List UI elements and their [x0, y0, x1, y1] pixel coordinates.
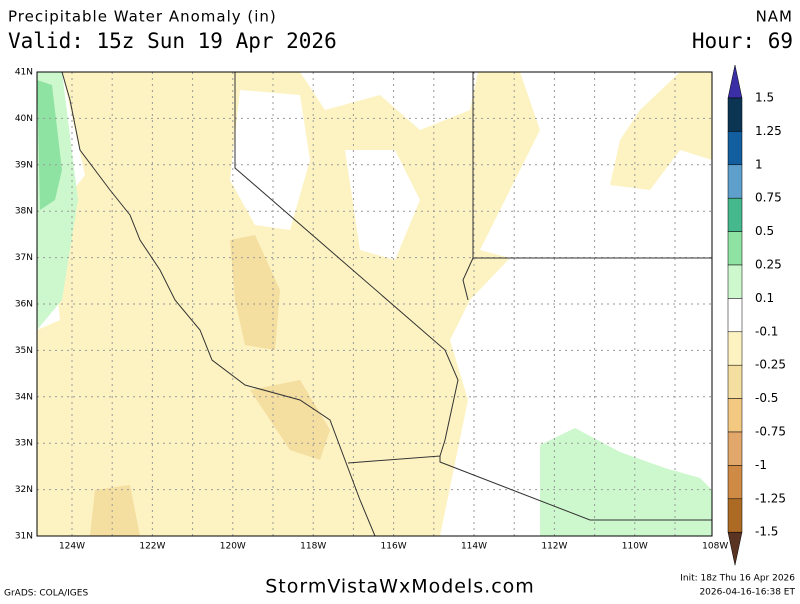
colorbar-swatch [727, 398, 743, 433]
init-time: Init: 18z Thu 16 Apr 2026 [680, 574, 795, 584]
lat-label: 37N [15, 253, 33, 263]
lon-label: 124W [59, 542, 85, 552]
colorbar-label: 0.75 [755, 191, 782, 205]
colorbar-label: -1.5 [755, 525, 778, 539]
lat-label: 32N [15, 485, 33, 495]
lat-label: 39N [15, 160, 33, 170]
anomaly-shading [37, 72, 540, 536]
colorbar-label: -1.25 [755, 491, 786, 505]
forecast-hour: Hour: 69 [692, 29, 793, 53]
colorbar-label: -0.1 [755, 324, 778, 338]
valid-time: Valid: 15z Sun 19 Apr 2026 [8, 29, 337, 53]
title: Precipitable Water Anomaly (in) [8, 8, 277, 26]
anomaly-shading [345, 150, 420, 260]
lat-label: 31N [15, 532, 33, 542]
lat-label: 33N [15, 439, 33, 449]
colorbar-swatch [727, 498, 743, 533]
colorbar-label: -0.25 [755, 358, 786, 372]
colorbar-arrow [727, 64, 743, 99]
anomaly-shading [230, 90, 310, 230]
lon-label: 108W [702, 542, 728, 552]
coastline [61, 72, 376, 536]
colorbar-label: 0.5 [755, 224, 774, 238]
colorbar-swatch [727, 364, 743, 399]
colorbar-label: -0.5 [755, 391, 778, 405]
lat-label: 41N [15, 68, 33, 78]
colorbar-swatch [727, 164, 743, 199]
lat-label: 38N [15, 207, 33, 217]
colorbar-swatch [727, 231, 743, 266]
anomaly-shading [250, 380, 330, 460]
lon-label: 112W [541, 542, 567, 552]
colorbar-label: 1.5 [755, 91, 774, 105]
colorbar-label: 1.25 [755, 124, 782, 138]
colorbar-arrow [727, 531, 743, 566]
colorbar-label: 1 [755, 157, 763, 171]
colorbar: 1.5 1.25 1 0.75 0.5 0.25 0.1 -0.1 -0.25 -0.5 -0.75… [727, 64, 786, 566]
lat-label: 34N [15, 392, 33, 402]
colorbar-swatch [727, 298, 743, 333]
lon-label: 122W [139, 542, 165, 552]
colorbar-swatch [727, 131, 743, 166]
lon-label: 118W [300, 542, 326, 552]
colorbar-label: -0.75 [755, 425, 786, 439]
colorbar-swatch [727, 465, 743, 500]
colorbar-swatch [727, 331, 743, 366]
anomaly-shading [90, 485, 140, 536]
lon-label: 116W [381, 542, 407, 552]
lon-label: 110W [622, 542, 648, 552]
timestamp: 2026-04-16-16:38 ET [699, 588, 795, 598]
colorbar-swatch [727, 197, 743, 232]
lon-label: 120W [220, 542, 246, 552]
colorbar-label: -1 [755, 458, 767, 472]
colorbar-swatch [727, 431, 743, 466]
anomaly-shading [230, 235, 280, 350]
colorbar-swatch [727, 264, 743, 299]
map [36, 71, 713, 537]
lat-label: 40N [15, 114, 33, 124]
lon-label: 114W [461, 542, 487, 552]
colorbar-label: 0.25 [755, 258, 782, 272]
colorbar-swatch [727, 97, 743, 132]
state-border [234, 72, 712, 521]
lat-label: 35N [15, 346, 33, 356]
anomaly-shading [610, 72, 712, 190]
site: StormVistaWxModels.com [265, 576, 535, 598]
anomaly-shading [37, 80, 62, 210]
map-frame [36, 71, 713, 537]
colorbar-label: 0.1 [755, 291, 774, 305]
credit: GrADS: COLA/IGES [4, 589, 88, 599]
lat-label: 36N [15, 300, 33, 310]
model: NAM [756, 8, 793, 26]
anomaly-shading [540, 428, 712, 536]
